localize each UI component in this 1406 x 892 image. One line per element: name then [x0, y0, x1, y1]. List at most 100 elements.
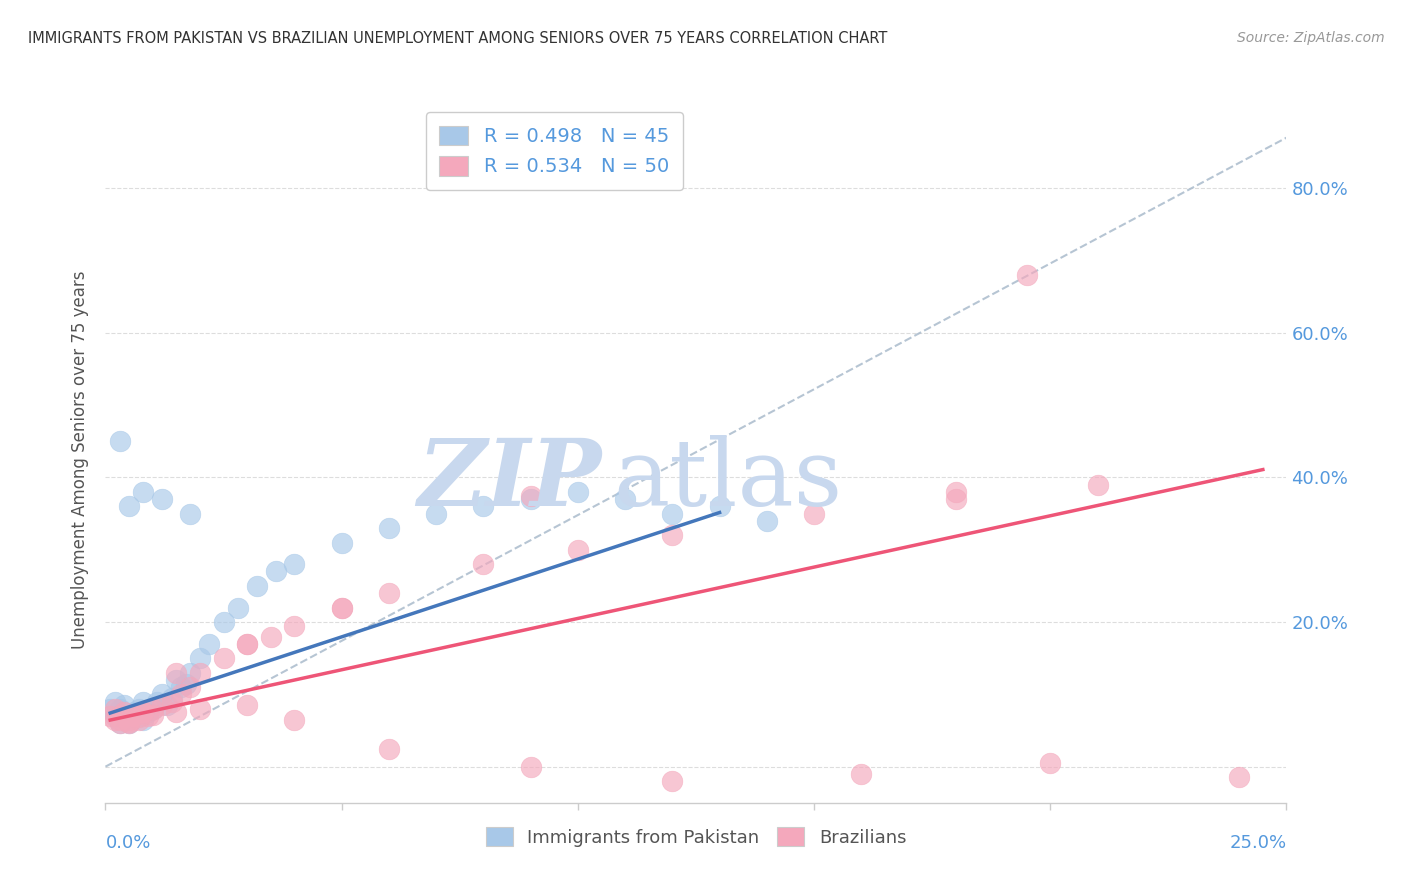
Point [165, 665, 187, 680]
Point [226, 600, 249, 615]
Point [108, 709, 131, 723]
Point [567, 484, 589, 499]
Point [1015, 268, 1038, 282]
Point [132, 713, 155, 727]
Point [188, 702, 211, 716]
Point [519, 492, 541, 507]
Point [118, 500, 141, 514]
Point [614, 492, 637, 507]
Point [283, 618, 305, 632]
Point [156, 698, 179, 713]
Point [330, 600, 353, 615]
Point [112, 698, 135, 713]
Point [165, 706, 187, 720]
Point [1087, 477, 1109, 491]
Point [188, 651, 211, 665]
Point [198, 637, 221, 651]
Point [108, 716, 131, 731]
Point [472, 500, 495, 514]
Point [661, 774, 683, 789]
Point [179, 507, 201, 521]
Point [212, 615, 235, 629]
Point [170, 687, 193, 701]
Point [519, 759, 541, 773]
Point [122, 706, 145, 720]
Point [378, 741, 401, 756]
Point [142, 707, 165, 722]
Point [567, 542, 589, 557]
Text: ZIP: ZIP [418, 435, 602, 525]
Point [260, 630, 283, 644]
Point [98, 702, 121, 716]
Point [118, 716, 141, 731]
Text: IMMIGRANTS FROM PAKISTAN VS BRAZILIAN UNEMPLOYMENT AMONG SENIORS OVER 75 YEARS C: IMMIGRANTS FROM PAKISTAN VS BRAZILIAN UN… [28, 31, 887, 46]
Point [132, 695, 155, 709]
Point [179, 665, 201, 680]
Point [803, 507, 825, 521]
Point [174, 676, 197, 690]
Point [98, 709, 121, 723]
Point [128, 713, 150, 727]
Point [165, 673, 187, 687]
Point [108, 713, 131, 727]
Point [128, 710, 150, 724]
Point [425, 507, 447, 521]
Point [128, 709, 150, 723]
Point [851, 767, 873, 781]
Point [236, 637, 259, 651]
Point [378, 586, 401, 600]
Point [122, 709, 145, 723]
Text: atlas: atlas [613, 435, 842, 525]
Point [1039, 756, 1062, 770]
Point [150, 687, 173, 701]
Point [128, 702, 150, 716]
Point [108, 702, 131, 716]
Point [236, 637, 259, 651]
Point [112, 706, 135, 720]
Point [136, 709, 159, 723]
Point [142, 702, 165, 716]
Point [108, 716, 131, 731]
Point [945, 492, 967, 507]
Point [104, 695, 127, 709]
Point [212, 651, 235, 665]
Point [146, 695, 169, 709]
Point [142, 702, 165, 716]
Point [945, 484, 967, 499]
Point [330, 600, 353, 615]
Point [132, 706, 155, 720]
Point [160, 695, 183, 709]
Text: 25.0%: 25.0% [1229, 834, 1286, 852]
Point [150, 698, 173, 713]
Legend: Immigrants from Pakistan, Brazilians: Immigrants from Pakistan, Brazilians [477, 818, 915, 855]
Y-axis label: Unemployment Among Seniors over 75 years: Unemployment Among Seniors over 75 years [72, 270, 90, 648]
Point [661, 528, 683, 542]
Point [170, 680, 193, 694]
Point [104, 702, 127, 716]
Point [132, 706, 155, 720]
Point [661, 507, 683, 521]
Point [179, 680, 201, 694]
Point [160, 690, 183, 705]
Point [236, 698, 259, 713]
Point [709, 500, 731, 514]
Text: Source: ZipAtlas.com: Source: ZipAtlas.com [1237, 31, 1385, 45]
Point [104, 709, 127, 723]
Point [118, 713, 141, 727]
Point [150, 492, 173, 507]
Point [104, 713, 127, 727]
Point [472, 558, 495, 572]
Point [264, 565, 287, 579]
Point [283, 713, 305, 727]
Point [283, 558, 305, 572]
Point [188, 665, 211, 680]
Point [755, 514, 778, 528]
Point [1227, 771, 1250, 785]
Point [132, 484, 155, 499]
Point [118, 709, 141, 723]
Point [136, 706, 159, 720]
Point [378, 521, 401, 535]
Point [246, 579, 269, 593]
Text: 0.0%: 0.0% [105, 834, 150, 852]
Point [108, 434, 131, 449]
